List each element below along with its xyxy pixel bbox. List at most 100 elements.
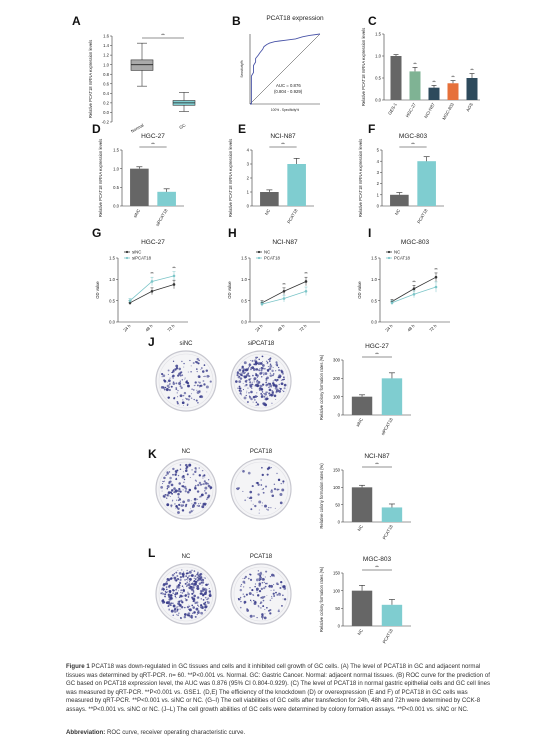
colony [184,594,187,598]
colony [245,368,249,371]
colony [183,595,185,597]
colony [166,381,168,383]
y-tick-label: 0.0 [109,320,115,325]
colony [191,469,193,471]
bar [351,487,373,522]
colony [244,499,247,502]
colony [176,587,178,589]
y-tick-label: 1.5 [375,32,381,37]
colony [279,586,282,589]
colony [165,388,169,392]
colony [258,606,260,608]
colony [176,606,178,608]
colony [161,482,164,485]
y-tick-label: 0.5 [109,298,115,303]
colony [163,601,166,604]
colony [176,402,179,405]
colony [254,585,256,588]
colony [166,578,170,581]
colony [162,480,164,482]
y-tick-label: 5 [377,148,380,153]
y-tick-label: 0 [247,204,250,209]
x-tick-label: 72 h [428,323,438,333]
colony [272,380,274,382]
colony [172,377,174,379]
colony [183,384,185,386]
colony [201,505,205,509]
chart-title: NCI-N87 [272,239,298,246]
colony [178,372,181,376]
colony [177,591,179,593]
colony [200,612,202,614]
colony [167,369,170,372]
colony [178,482,181,485]
colony [161,490,163,492]
colony [161,372,164,376]
panel-B: PCAT18 expression AUC = 0.876(0.804 - 0.9… [240,15,324,112]
colony [194,384,196,386]
colony [242,469,245,473]
colony [239,377,243,380]
colony [175,388,178,390]
colony [184,613,187,616]
colony [160,385,164,389]
colony [256,592,258,593]
colony [168,585,171,588]
colony [165,586,168,588]
colony [237,387,239,389]
colony [172,602,174,605]
figure-caption: Figure 1 PCAT18 was down-regulated in GC… [66,663,492,714]
colony [177,492,180,496]
colony [246,401,249,404]
colony [267,358,269,360]
colony [194,484,197,487]
colony [179,608,181,610]
colony [269,608,272,612]
colony [264,504,267,508]
dish-label: NC [182,554,191,560]
legend-label: PCAT18 [394,256,411,261]
dish-rim [158,566,214,622]
colony [175,382,178,385]
colony [257,362,261,365]
colony [199,483,202,486]
x-axis-label: 100% - Specificity% [271,108,299,112]
colony [179,617,182,619]
colony [266,595,268,597]
colony [184,606,186,609]
chart-title: MGC-803 [363,556,392,563]
colony [275,363,279,366]
colony [278,369,281,372]
colony [203,383,206,386]
colony [179,578,182,582]
colony [247,577,250,580]
colony [182,399,184,401]
colony [261,364,265,367]
data-point [150,280,154,283]
y-axis-label: Relative colony formation rates (%) [319,566,324,632]
colony [170,602,173,605]
panel-letter: E [238,122,246,136]
x-tick-label: NCI-N87 [423,101,436,119]
colony [262,383,265,386]
x-tick-label: 24 h [384,323,394,333]
colony [182,489,184,491]
panel-letter: J [148,335,155,349]
colony [240,585,242,587]
colony [162,599,165,602]
colony [275,370,277,372]
colony [283,598,287,601]
colony [266,391,268,393]
x-tick-label: 24 h [122,323,132,333]
colony [280,382,284,386]
colony [252,615,255,618]
colony [193,398,195,401]
colony [197,381,199,383]
y-axis-label: Relative PCAT18 mRNA expression levels [98,139,103,217]
colony [261,596,264,599]
colony [252,401,254,403]
colony [267,382,270,385]
colony [208,588,210,590]
colony [197,604,199,607]
